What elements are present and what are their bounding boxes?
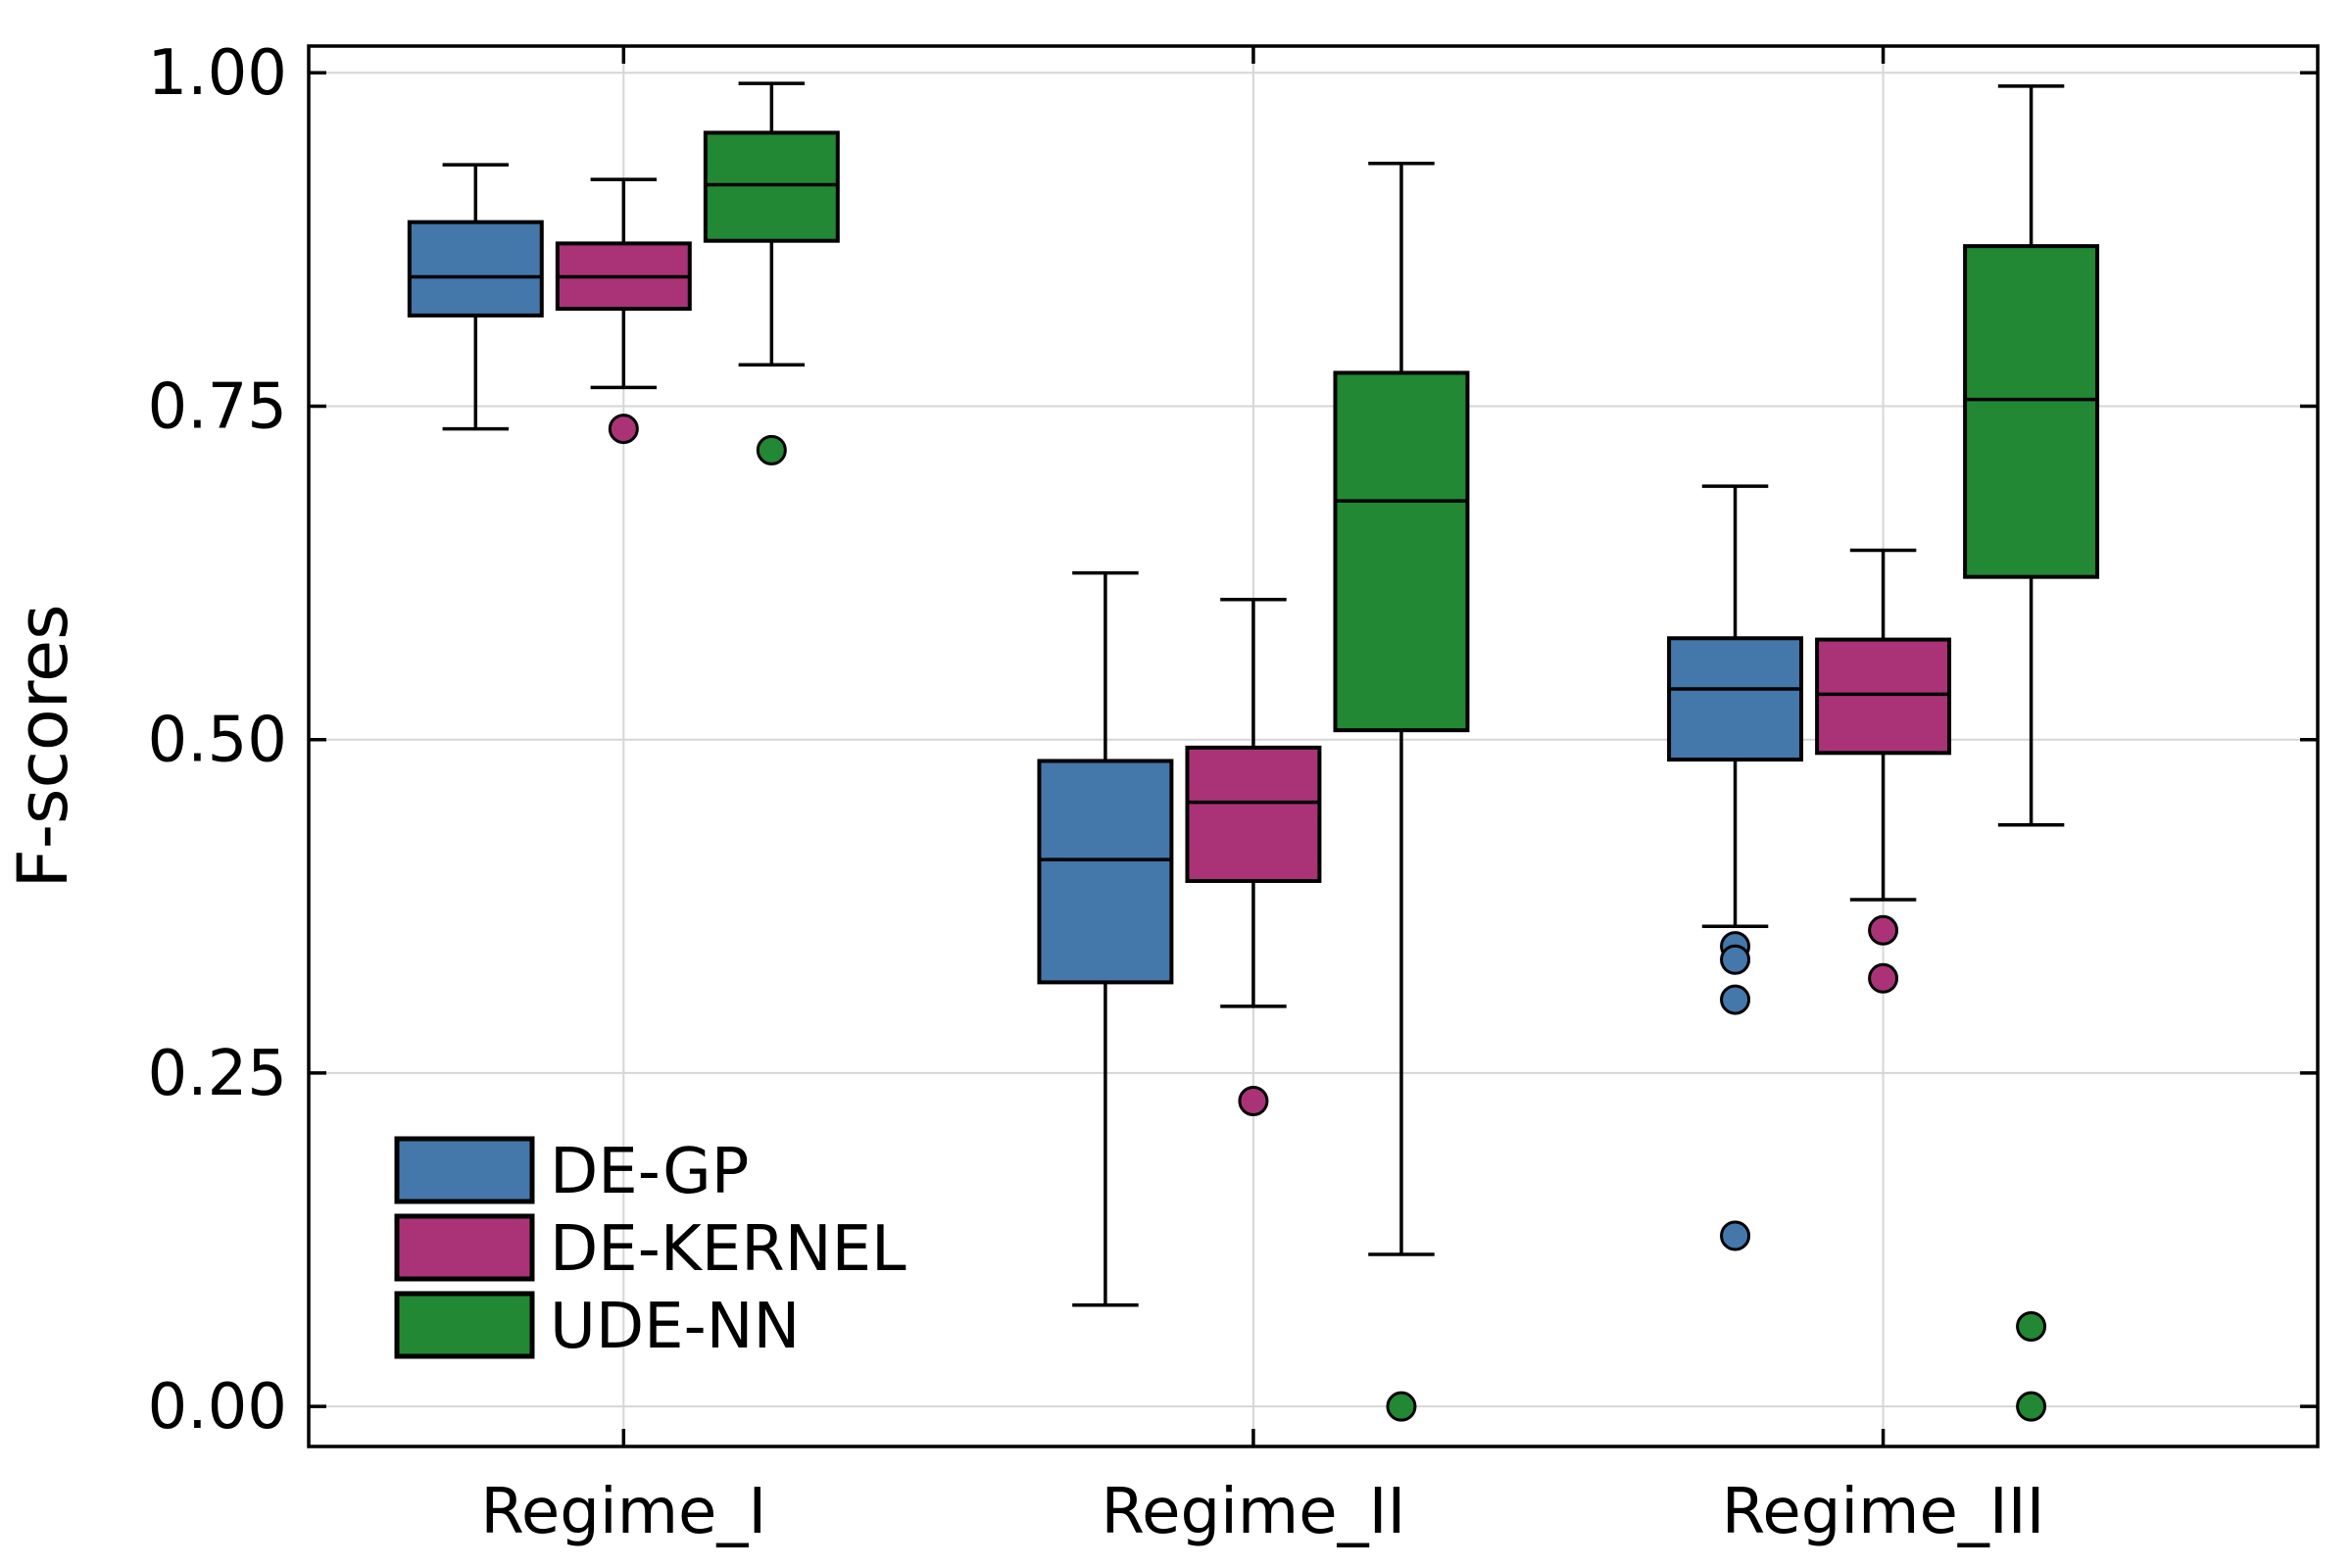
outlier-point [2016,1311,2047,1343]
y-tick-label: 0.25 [148,1038,288,1110]
y-tick-label: 0.00 [148,1371,288,1444]
box-iqr [1963,244,2100,579]
box-de-kernel-regime_ii [1185,598,1322,1117]
box-ude-nn-regime_i [703,81,840,466]
legend-swatch [394,1136,535,1204]
outlier-point [1868,914,1899,946]
legend-item-de-gp: DE-GP [394,1136,749,1208]
box-de-gp-regime_i [407,163,544,431]
outlier-point [1386,1391,1417,1422]
box-iqr [1037,759,1174,985]
box-iqr [703,130,840,243]
legend-label: DE-GP [550,1136,749,1208]
box-iqr [407,220,544,318]
box-de-kernel-regime_iii [1815,548,1952,994]
y-axis-label: F-scores [3,604,83,888]
box-iqr [1333,370,1470,733]
legend-swatch [394,1213,535,1282]
outlier-point [1720,1220,1751,1251]
box-iqr [1667,636,1804,762]
x-tick-label: Regime_I [480,1476,766,1548]
box-iqr [1815,637,1952,756]
legend-swatch [394,1291,535,1359]
box-iqr [1185,745,1322,883]
box-ude-nn-regime_ii [1333,162,1470,1422]
x-tick-label: Regime_II [1102,1476,1406,1548]
outlier-point [608,414,639,445]
outlier-point [1238,1086,1269,1117]
outlier-point [2016,1391,2047,1422]
y-tick-label: 1.00 [148,37,288,110]
outlier-point [1720,984,1751,1015]
legend-item-ude-nn: UDE-NN [394,1291,800,1363]
ticks: 0.00 0.25 0.50 0.75 1.00 Regime_I Regime_II Reg… [148,37,2318,1548]
box-de-kernel-regime_i [555,177,692,445]
box-de-gp-regime_iii [1667,484,1804,1251]
legend-label: UDE-NN [550,1291,800,1363]
x-tick-label: Regime_III [1722,1476,2045,1548]
plot-border [307,44,2320,1448]
legend-item-de-kernel: DE-KERNEL [394,1213,906,1286]
box-de-gp-regime_ii [1037,570,1174,1307]
plot-frame [307,44,2320,1448]
outlier-point [756,434,787,466]
boxes [407,81,2100,1422]
outlier-point [1720,944,1751,975]
outlier-point [1868,962,1899,994]
y-tick-label: 0.75 [148,370,288,443]
box-ude-nn-regime_iii [1963,84,2100,1422]
y-tick-label: 0.50 [148,705,288,777]
legend-label: DE-KERNEL [550,1213,906,1286]
